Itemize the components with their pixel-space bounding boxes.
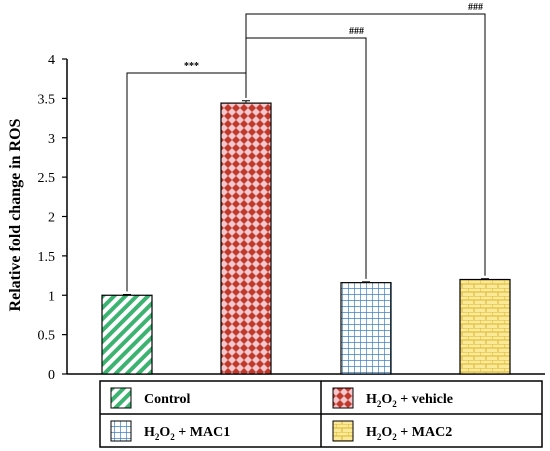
y-tick-label: 4 xyxy=(48,53,55,68)
bar-h2o2-mac1 xyxy=(340,282,392,375)
legend-swatch xyxy=(332,420,354,442)
bar-control xyxy=(101,294,153,375)
legend-label: H2O2 + MAC2 xyxy=(366,425,452,442)
legend-item-h2o2-vehicle: H2O2 + vehicle xyxy=(332,387,453,409)
bars xyxy=(101,100,511,375)
y-tick-label: 3.5 xyxy=(38,92,56,107)
legend-swatch xyxy=(110,387,132,409)
legend-label: H2O2 + vehicle xyxy=(366,392,453,409)
legend-label: Control xyxy=(144,392,191,407)
legend-item-h2o2-mac1: H2O2 + MAC1 xyxy=(110,420,230,442)
legend-swatch xyxy=(332,387,354,409)
y-tick-label: 3 xyxy=(48,132,55,147)
legend-label: H2O2 + MAC1 xyxy=(144,425,230,442)
y-axis-title: Relative fold change in ROS xyxy=(7,118,24,311)
y-tick-label: 2 xyxy=(48,211,55,226)
significance-label: ### xyxy=(468,2,483,13)
y-tick-label: 1.5 xyxy=(38,250,56,265)
y-tick-label: 0 xyxy=(48,368,55,383)
legend-swatch xyxy=(110,420,132,442)
bar-h2o2-vehicle xyxy=(220,102,272,375)
bar-h2o2-mac2 xyxy=(459,278,511,375)
significance-brackets: *** ### ### xyxy=(126,2,486,292)
legend-item-control: Control xyxy=(110,387,191,409)
legend-item-h2o2-mac2: H2O2 + MAC2 xyxy=(332,420,452,442)
legend: Control H2O2 + vehicle H2O2 + MAC1 H2O2 + M… xyxy=(99,380,543,448)
significance-label: ### xyxy=(349,26,364,37)
significance-label: *** xyxy=(184,61,199,72)
y-tick-label: 1 xyxy=(48,289,55,304)
y-tick-label: 2.5 xyxy=(38,171,56,186)
y-tick-label: 0.5 xyxy=(38,329,56,344)
significance-bracket xyxy=(245,13,486,276)
